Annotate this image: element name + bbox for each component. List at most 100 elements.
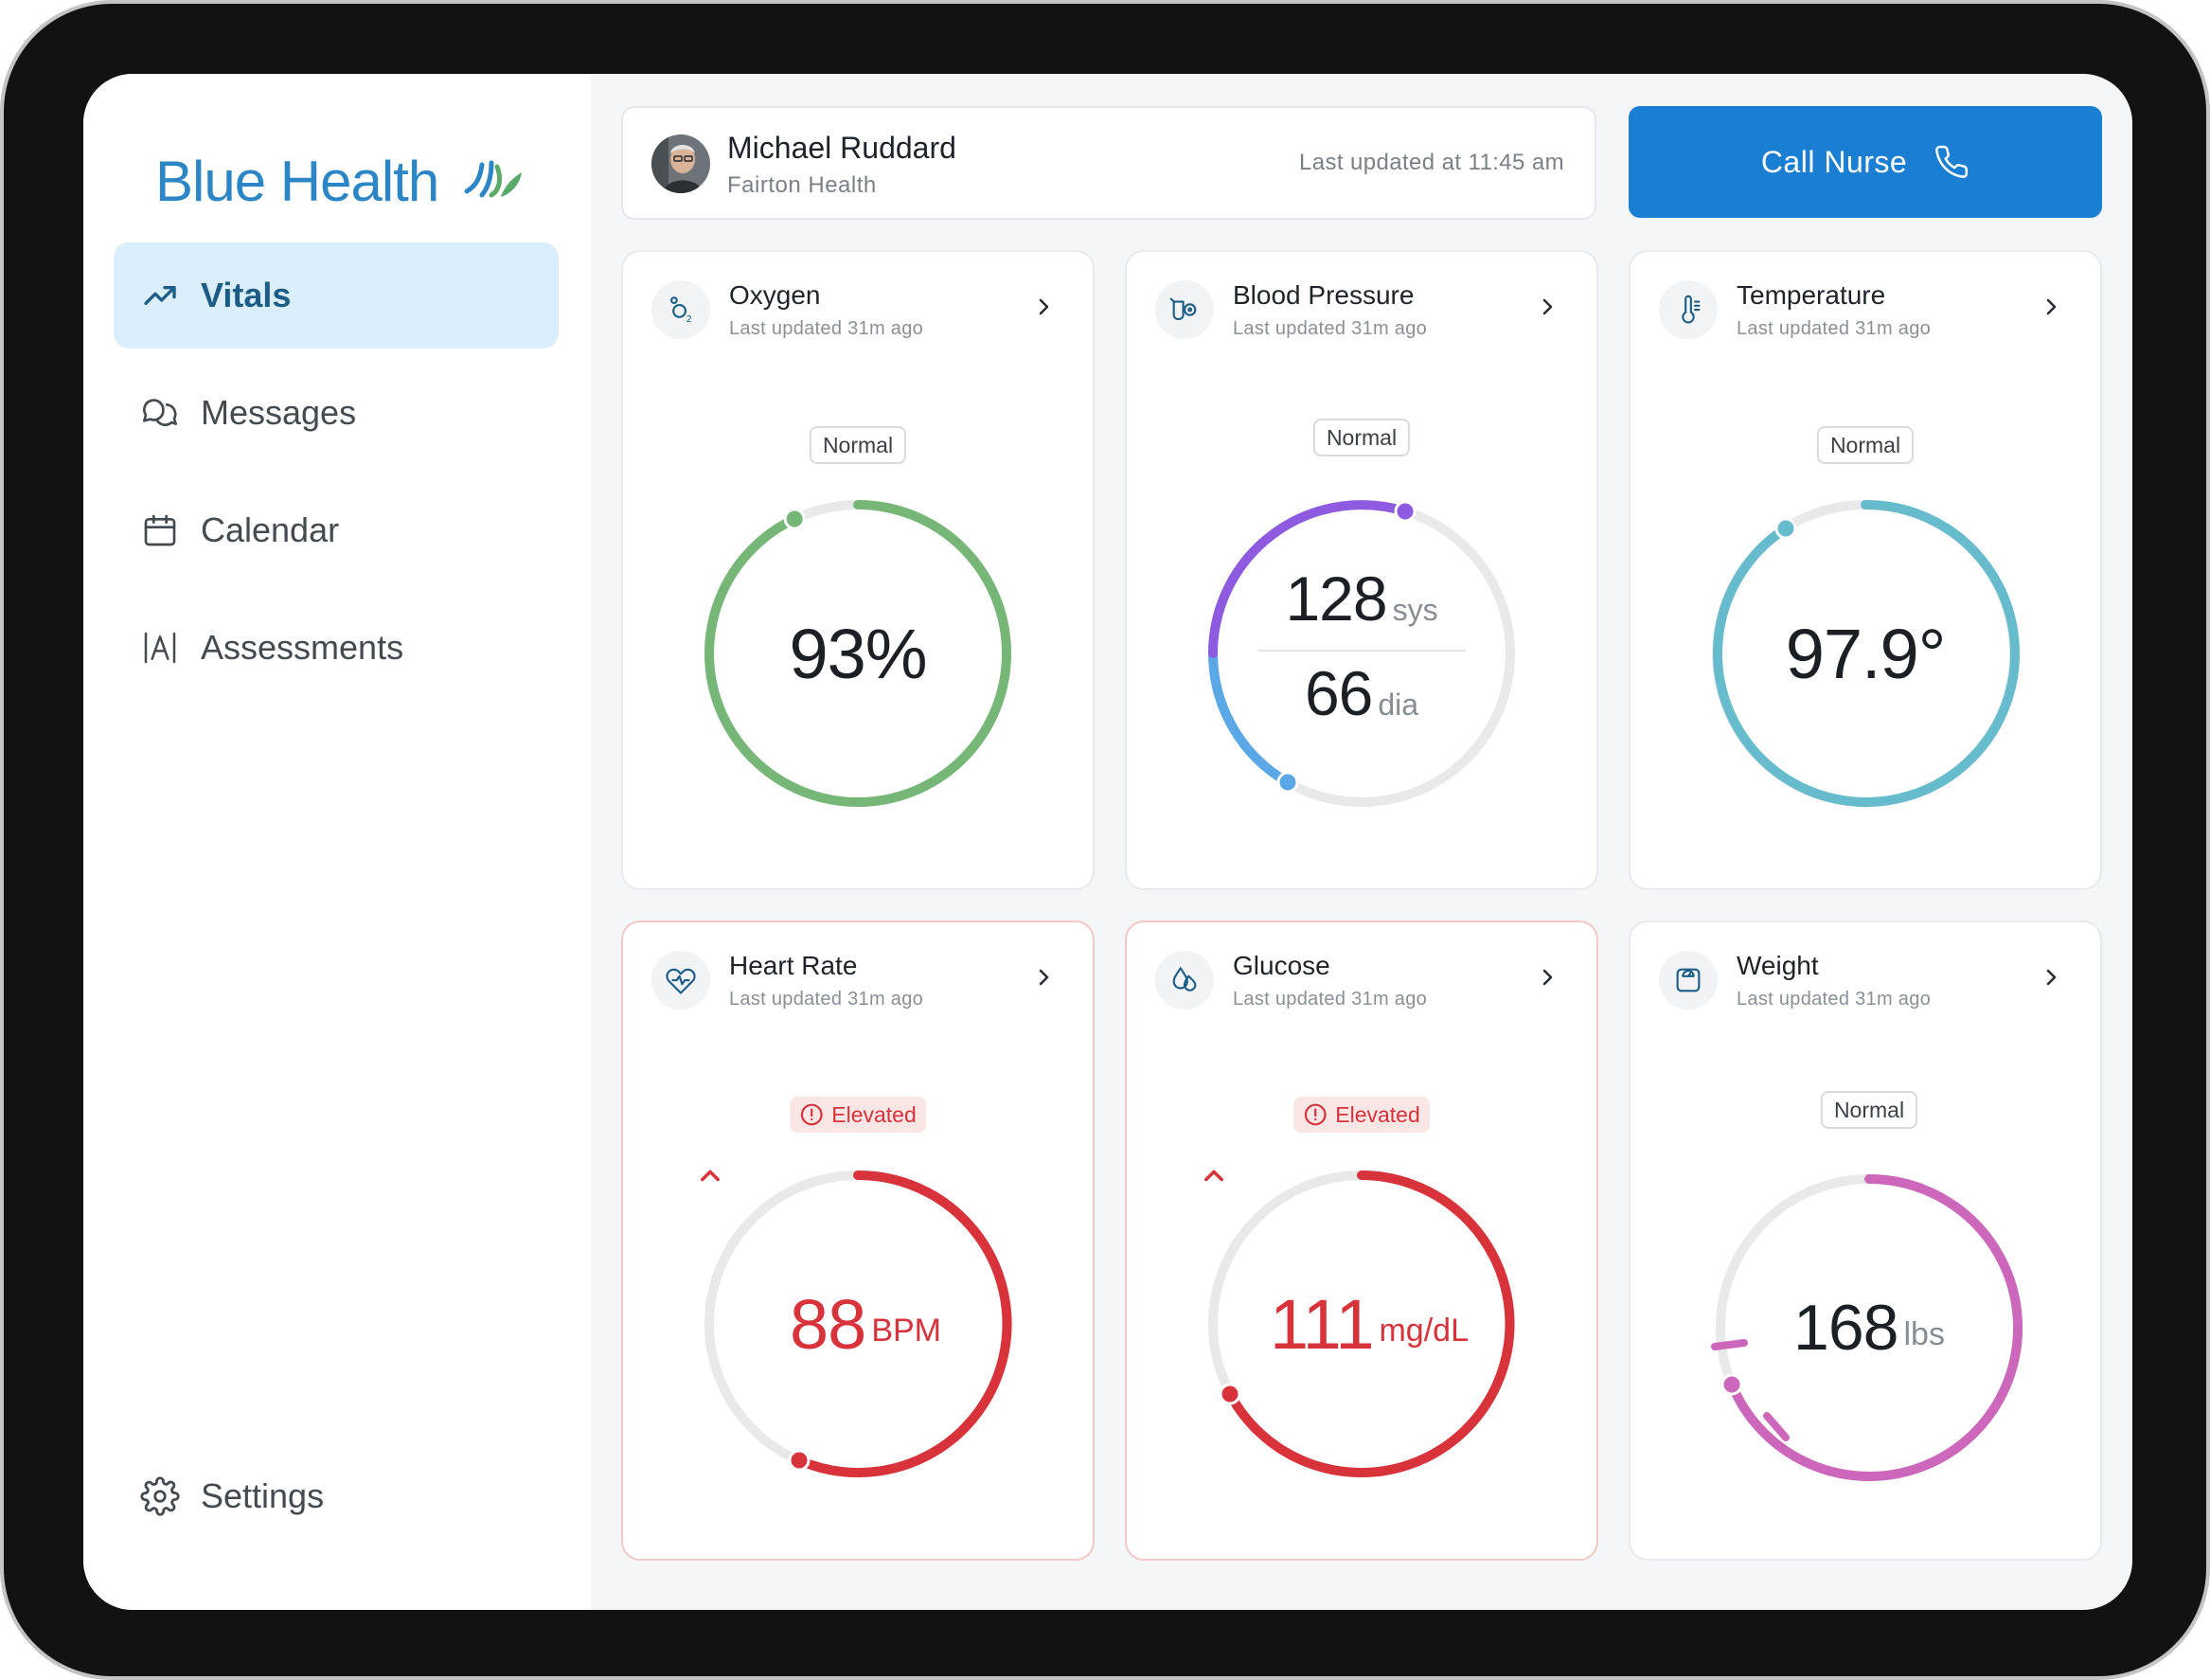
weight-unit: lbs: [1903, 1315, 1945, 1352]
card-updated: Last updated 31m ago: [729, 318, 924, 339]
glucose-unit: mg/dL: [1379, 1312, 1469, 1349]
temperature-gauge: 97.9°: [1704, 492, 2026, 814]
gauge-ring: [1208, 1171, 1515, 1477]
status-badge: Normal: [1312, 419, 1411, 456]
gauge-arc: [794, 1170, 1012, 1477]
call-nurse-button[interactable]: Call Nurse: [1629, 106, 2102, 218]
sidebar-item-assessments[interactable]: Assessments: [114, 595, 559, 701]
card-title: Temperature: [1737, 280, 1886, 310]
patient-organization: Fairton Health: [727, 172, 877, 198]
systolic-value: 128: [1285, 563, 1387, 634]
sidebar-item-label: Vitals: [201, 276, 292, 314]
sidebar-item-messages[interactable]: Messages: [114, 360, 559, 466]
card-title: Blood Pressure: [1233, 280, 1415, 310]
blood-pressure-cuff-icon: [1155, 280, 1214, 339]
card-updated: Last updated 31m ago: [1233, 989, 1428, 1010]
svg-text:2: 2: [686, 314, 692, 325]
gauge-marker: [788, 1449, 811, 1472]
status-badge: Normal: [809, 426, 907, 464]
diastolic-reading: 66 dia: [1201, 657, 1523, 729]
chevron-right-icon[interactable]: [1032, 295, 1055, 318]
status-text: Elevated: [831, 1101, 917, 1127]
drops-icon: [1155, 951, 1214, 1010]
sidebar-item-label: Assessments: [201, 628, 404, 667]
chevron-right-icon[interactable]: [2040, 966, 2062, 989]
gauge-marker: [783, 508, 806, 530]
sidebar-item-calendar[interactable]: Calendar: [114, 477, 559, 583]
gauge-ring: [704, 1170, 1012, 1477]
patient-header: Michael Ruddard Fairton Health Last upda…: [621, 106, 1596, 220]
alert-circle-icon: [800, 1103, 823, 1126]
card-updated: Last updated 31m ago: [729, 989, 924, 1010]
diastolic-value: 66: [1304, 658, 1373, 728]
systolic-marker: [1394, 500, 1417, 523]
heart-pulse-icon: [651, 951, 710, 1010]
heart-rate-card[interactable]: Heart Rate Last updated 31m ago Elevated: [621, 920, 1095, 1561]
patient-name: Michael Ruddard: [727, 131, 956, 165]
status-badge: Normal: [1820, 1091, 1918, 1129]
oxygen-value: 93%: [789, 614, 927, 693]
diastolic-marker: [1276, 771, 1299, 794]
temperature-value: 97.9°: [1785, 614, 1947, 693]
brand: Blue Health: [155, 138, 527, 223]
gauge-marker: [1219, 1383, 1241, 1405]
settings-section: Settings: [114, 1443, 559, 1561]
glucose-value: 111: [1270, 1284, 1374, 1364]
oxygen-card[interactable]: 2 Oxygen Last updated 31m ago Normal 93%: [621, 250, 1095, 890]
oxygen-gauge: 93%: [697, 492, 1019, 814]
weight-card[interactable]: Weight Last updated 31m ago Normal 168 l…: [1629, 920, 2102, 1561]
sidebar-item-settings[interactable]: Settings: [114, 1443, 559, 1549]
trending-up-icon: [140, 276, 180, 315]
target-tick: [1763, 1412, 1790, 1441]
card-title: Weight: [1737, 951, 1819, 980]
gauge-ring: [1208, 500, 1515, 807]
card-title: Oxygen: [729, 280, 821, 310]
brand-name: Blue Health: [155, 149, 439, 213]
diastolic-arc: [1208, 649, 1292, 787]
gauge-value: 88 BPM: [697, 1163, 1019, 1485]
avatar: [651, 134, 710, 193]
sidebar: Blue Health Vitals: [83, 74, 591, 1610]
glucose-card[interactable]: Glucose Last updated 31m ago Elevated: [1125, 920, 1598, 1561]
gauge-arc: [1713, 499, 2020, 807]
sidebar-nav: Vitals Messages Calendar: [114, 242, 559, 712]
sidebar-item-label: Messages: [201, 393, 357, 432]
heart-rate-gauge: 88 BPM: [697, 1163, 1019, 1485]
thermometer-icon: [1659, 280, 1718, 339]
gauge-marker: [1720, 1373, 1743, 1396]
status-badge: Elevated: [1293, 1097, 1430, 1133]
status-badge: Normal: [1816, 426, 1915, 464]
status-text: Elevated: [1335, 1101, 1420, 1127]
weight-value: 168: [1793, 1292, 1898, 1364]
call-nurse-label: Call Nurse: [1760, 144, 1908, 179]
chevron-right-icon[interactable]: [1536, 966, 1559, 989]
brand-logo-icon: [464, 160, 523, 198]
chevron-right-icon[interactable]: [1536, 295, 1559, 318]
gauge-arc: [1727, 1174, 2023, 1481]
systolic-arc: [1208, 500, 1410, 658]
blood-pressure-card[interactable]: Blood Pressure Last updated 31m ago Norm…: [1125, 250, 1598, 890]
main-content: Michael Ruddard Fairton Health Last upda…: [591, 74, 2132, 1610]
alert-circle-icon: [1304, 1103, 1327, 1126]
sidebar-item-vitals[interactable]: Vitals: [114, 242, 559, 349]
phone-icon: [1935, 145, 1969, 178]
chevron-right-icon[interactable]: [2040, 295, 2062, 318]
heart-rate-value: 88: [790, 1284, 866, 1364]
card-title: Heart Rate: [729, 951, 858, 980]
glucose-gauge: 111 mg/dL: [1201, 1163, 1523, 1485]
scale-icon: [1659, 951, 1718, 1010]
chat-bubbles-icon: [140, 393, 180, 433]
blood-pressure-gauge: 128 sys 66 dia: [1201, 492, 1523, 814]
target-tick: [1711, 1339, 1748, 1350]
gauge-arc: [1225, 1171, 1515, 1477]
assessment-icon: [140, 628, 180, 668]
chevron-right-icon[interactable]: [1032, 966, 1055, 989]
systolic-unit: sys: [1392, 593, 1438, 627]
diastolic-unit: dia: [1378, 688, 1419, 722]
gauge-ring: [704, 500, 1011, 807]
gauge-value: 93%: [697, 492, 1019, 814]
temperature-card[interactable]: Temperature Last updated 31m ago Normal …: [1629, 250, 2102, 890]
oxygen-icon: 2: [651, 280, 710, 339]
gauge-value: 168 lbs: [1708, 1167, 2030, 1489]
